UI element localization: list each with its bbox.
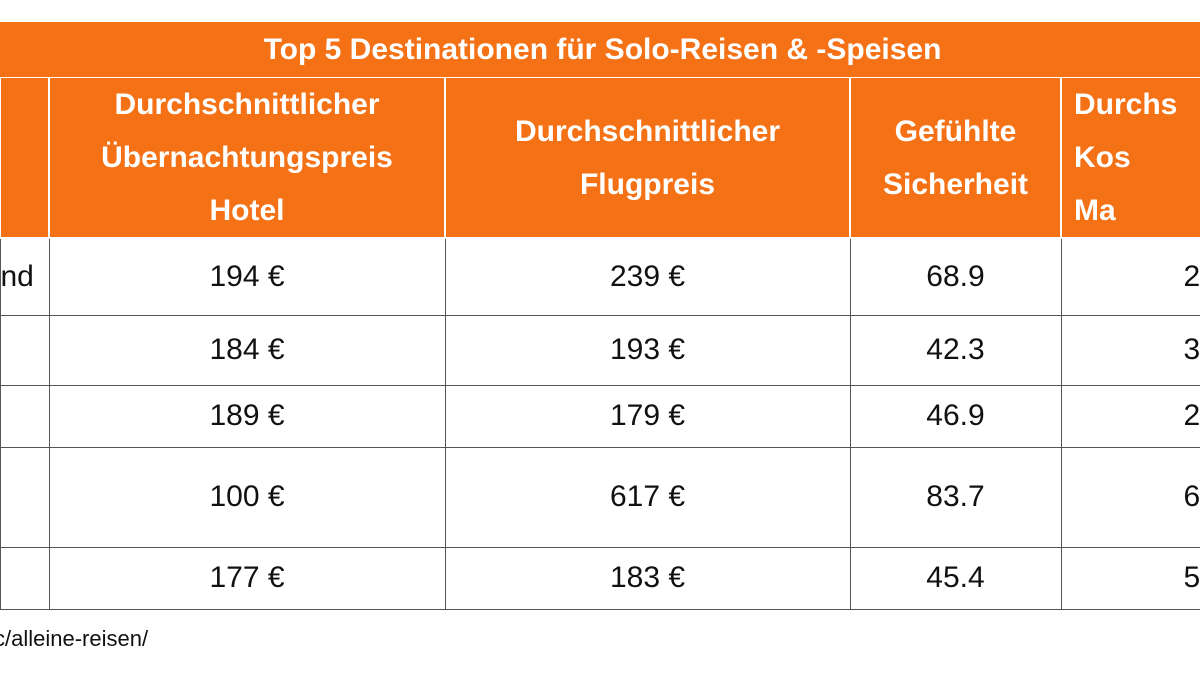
cell-meal-cost: 3 — [1060, 314, 1200, 386]
header-row: Durchschnittlicher Übernachtungspreis Ho… — [0, 78, 1200, 239]
table-row: 177 € 183 € 45.4 5 — [0, 546, 1200, 610]
cell-destination — [0, 384, 50, 448]
cell-hotel-price: 177 € — [48, 546, 446, 610]
cell-meal-cost: 2 — [1060, 384, 1200, 448]
header-flight-price: Durchschnittlicher Flugpreis — [444, 78, 851, 239]
cell-safety: 68.9 — [849, 237, 1062, 316]
cell-safety: 83.7 — [849, 446, 1062, 548]
header-avg-cost-meal: Durchs Kos Ma — [1060, 78, 1200, 239]
cell-hotel-price: 184 € — [48, 314, 446, 386]
table-row: 100 € 617 € 83.7 6 — [0, 446, 1200, 548]
header-hotel-price: Durchschnittlicher Übernachtungspreis Ho… — [48, 78, 446, 239]
cell-destination — [0, 546, 50, 610]
cell-meal-cost: 5 — [1060, 546, 1200, 610]
cell-flight-price: 183 € — [444, 546, 851, 610]
table-row: nd 194 € 239 € 68.9 2 — [0, 237, 1200, 316]
table-container: Durchschnittlicher Übernachtungspreis Ho… — [0, 78, 1200, 610]
table-row: 189 € 179 € 46.9 2 — [0, 384, 1200, 448]
cell-hotel-price: 189 € — [48, 384, 446, 448]
cell-hotel-price: 194 € — [48, 237, 446, 316]
cell-flight-price: 239 € — [444, 237, 851, 316]
cell-flight-price: 193 € — [444, 314, 851, 386]
cell-hotel-price: 100 € — [48, 446, 446, 548]
cell-safety: 42.3 — [849, 314, 1062, 386]
destinations-table: Durchschnittlicher Übernachtungspreis Ho… — [0, 78, 1200, 610]
cell-destination: nd — [0, 237, 50, 316]
cell-safety: 45.4 — [849, 546, 1062, 610]
cell-meal-cost: 2 — [1060, 237, 1200, 316]
header-perceived-safety: Gefühlte Sicherheit — [849, 78, 1062, 239]
table-title: Top 5 Destinationen für Solo-Reisen & -S… — [0, 22, 1200, 77]
table-row: 184 € 193 € 42.3 3 — [0, 314, 1200, 386]
cell-flight-price: 617 € — [444, 446, 851, 548]
cell-flight-price: 179 € — [444, 384, 851, 448]
header-destination — [0, 78, 50, 239]
cell-destination — [0, 446, 50, 548]
cell-meal-cost: 6 — [1060, 446, 1200, 548]
cell-destination — [0, 314, 50, 386]
source-footnote: c/alleine-reisen/ — [0, 626, 149, 651]
cell-safety: 46.9 — [849, 384, 1062, 448]
